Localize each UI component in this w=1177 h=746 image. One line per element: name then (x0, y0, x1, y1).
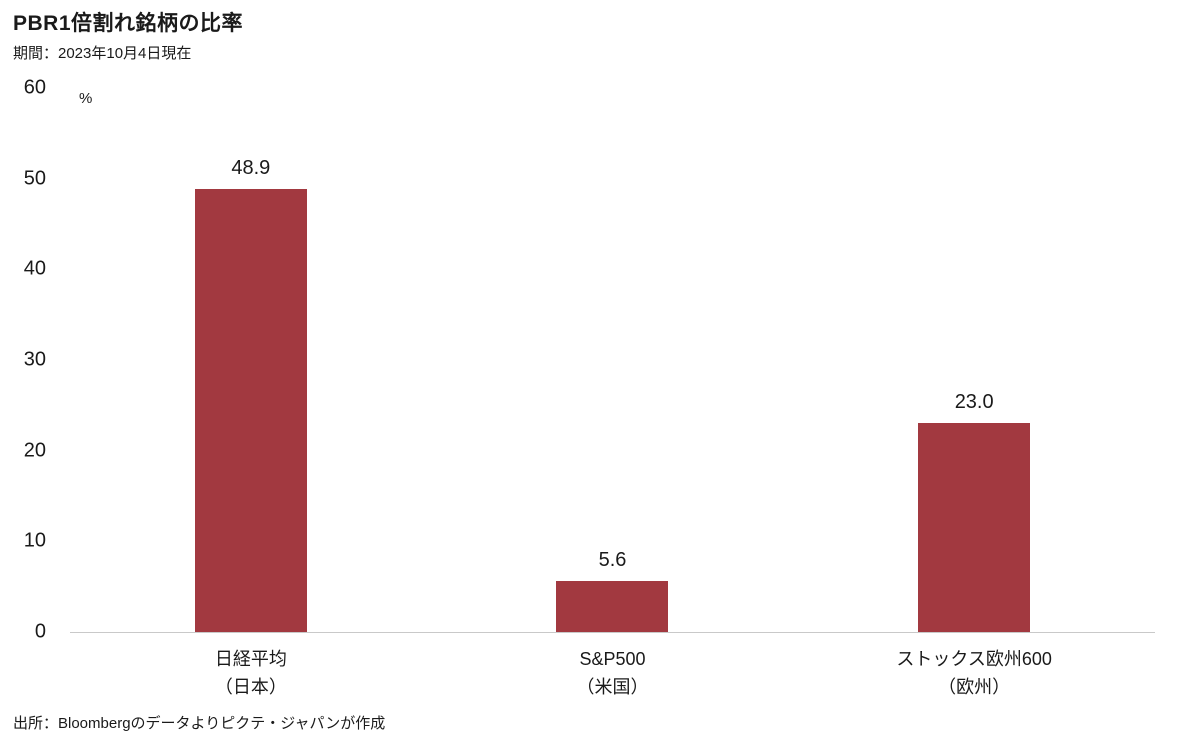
bar-sp500 (556, 581, 669, 632)
y-tick-label-0: 0 (34, 620, 46, 643)
bar-slot-sp500: 5.6 (432, 88, 794, 632)
bar-nikkei (194, 188, 307, 632)
bar-slot-nikkei: 48.9 (70, 88, 432, 632)
value-label-nikkei: 48.9 (231, 156, 271, 179)
chart-title: PBR1倍割れ銘柄の比率 (13, 12, 244, 35)
y-tick-label-30: 30 (23, 348, 46, 371)
y-tick-label-20: 20 (23, 439, 46, 462)
y-tick-label-10: 10 (23, 529, 46, 552)
category-label-sp500: S&P500 （米国） (576, 649, 649, 697)
chart-subtitle: 期間：2023年10月4日現在 (13, 45, 192, 62)
value-label-sp500: 5.6 (598, 549, 627, 572)
bar-slot-stoxx600: 23.0 (793, 88, 1155, 632)
category-label-nikkei: 日経平均 （日本） (214, 649, 287, 697)
y-tick-label-50: 50 (23, 167, 46, 190)
y-tick-label-60: 60 (23, 76, 46, 99)
y-axis-unit-label: % (79, 90, 93, 107)
source-note: 出所：Bloombergのデータよりピクテ・ジャパンが作成 (13, 715, 386, 732)
category-label-stoxx600: ストックス欧州600 （欧州） (896, 649, 1052, 697)
value-label-stoxx600: 23.0 (954, 391, 994, 414)
plot-area: 48.9 5.6 23.0 (70, 88, 1155, 633)
y-tick-label-40: 40 (23, 257, 46, 280)
bar-stoxx600 (918, 423, 1031, 632)
y-axis: 0 10 20 30 40 50 60 (0, 77, 50, 643)
